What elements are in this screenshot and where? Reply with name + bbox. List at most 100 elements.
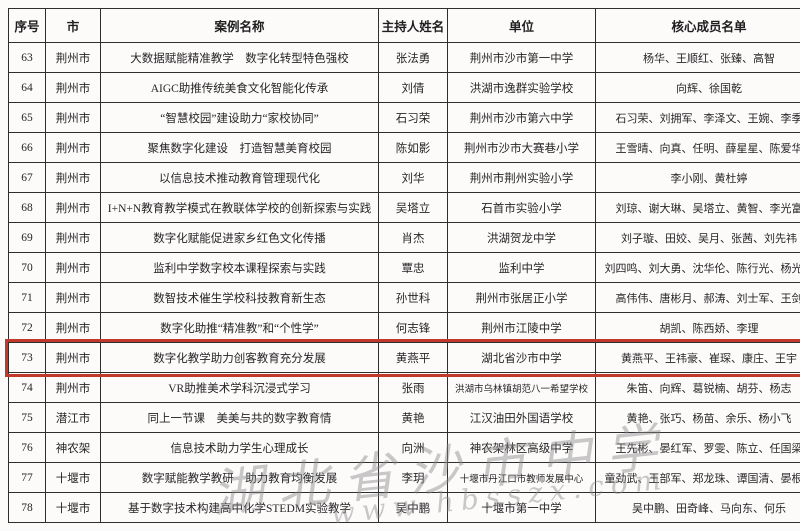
cell-unit: 荆州市张居正小学 (448, 283, 596, 313)
cell-unit: 十堰市第一中学 (448, 493, 596, 523)
cell-city: 荆州市 (46, 223, 101, 253)
cell-unit: 江汉油田外国语学校 (448, 403, 596, 433)
cell-members: 刘琼、谢大琳、吴塔立、黄智、李光富 (596, 193, 800, 223)
cell-serial: 77 (9, 463, 46, 493)
cell-serial: 63 (9, 43, 46, 73)
cell-case_name: “智慧校园”建设助力“家校协同” (101, 103, 379, 133)
cell-unit: 神农架林区高级中学 (448, 433, 596, 463)
cell-host: 黄艳 (379, 403, 448, 433)
cell-host: 吴塔立 (379, 193, 448, 223)
column-header-unit: 单位 (448, 9, 596, 43)
cell-unit: 荆州市沙市第六中学 (448, 103, 596, 133)
cell-serial: 76 (9, 433, 46, 463)
cell-members: 黄燕平、王祎豪、崔琛、康庄、王宇 (596, 343, 800, 373)
cell-members: 刘四鸣、刘大勇、沈华伦、陈行光、杨光辉 (596, 253, 800, 283)
cell-city: 荆州市 (46, 283, 101, 313)
cell-city: 十堰市 (46, 463, 101, 493)
cell-unit: 荆州市荆州实验小学 (448, 163, 596, 193)
cell-host: 黄燕平 (379, 343, 448, 373)
cell-serial: 65 (9, 103, 46, 133)
cell-serial: 74 (9, 373, 46, 403)
cell-host: 肖杰 (379, 223, 448, 253)
cell-host: 刘倩 (379, 73, 448, 103)
column-header-serial: 序号 (9, 9, 46, 43)
cell-serial: 68 (9, 193, 46, 223)
cell-members: 李小刚、黄杜婷 (596, 163, 800, 193)
header-row: 序号市案例名称主持人姓名单位核心成员名单 (9, 9, 800, 43)
column-header-case_name: 案例名称 (101, 9, 379, 43)
column-header-city: 市 (46, 9, 101, 43)
cell-serial: 78 (9, 493, 46, 523)
cell-unit: 荆州市江陵中学 (448, 313, 596, 343)
cell-case_name: 数智技术催生学校科技教育新生态 (101, 283, 379, 313)
cell-host: 吴中鹏 (379, 493, 448, 523)
cell-members: 杨华、王顺红、张臻、高智 (596, 43, 800, 73)
cell-city: 荆州市 (46, 133, 101, 163)
cell-members: 朱笛、向辉、葛锐楠、胡芬、杨志 (596, 373, 800, 403)
cell-case_name: I+N+N教育教学模式在教联体学校的创新探索与实践 (101, 193, 379, 223)
cell-host: 张法勇 (379, 43, 448, 73)
cell-city: 荆州市 (46, 163, 101, 193)
cell-city: 荆州市 (46, 373, 101, 403)
cell-host: 孙世科 (379, 283, 448, 313)
cell-case_name: 以信息技术推动教育管理现代化 (101, 163, 379, 193)
cell-case_name: 数字化赋能促进家乡红色文化传播 (101, 223, 379, 253)
cell-members: 王先彬、晏红军、罗雯、陈立、任国梁 (596, 433, 800, 463)
cell-unit: 洪湖贺龙中学 (448, 223, 596, 253)
cell-unit: 石首市实验小学 (448, 193, 596, 223)
cell-host: 覃忠 (379, 253, 448, 283)
cell-serial: 64 (9, 73, 46, 103)
cell-unit: 洪湖市乌林镇胡范八一希望学校 (448, 373, 596, 403)
cell-members: 石习荣、刘拥军、李泽文、王婉、李季 (596, 103, 800, 133)
cell-case_name: VR助推美术学科沉浸式学习 (101, 373, 379, 403)
cell-city: 荆州市 (46, 193, 101, 223)
cell-city: 荆州市 (46, 73, 101, 103)
cell-unit: 湖北省沙市中学 (448, 343, 596, 373)
cell-members: 王雪晴、向真、任明、薛星星、陈爱华 (596, 133, 800, 163)
cell-city: 荆州市 (46, 313, 101, 343)
cell-case_name: 数字化助推“精准教”和“个性学” (101, 313, 379, 343)
cell-case_name: 基于数字技术构建高中化学STEDM实验教学 (101, 493, 379, 523)
cell-serial: 69 (9, 223, 46, 253)
cell-case_name: AIGC助推传统美食文化智能化传承 (101, 73, 379, 103)
cell-serial: 70 (9, 253, 46, 283)
cell-serial: 73 (9, 343, 46, 373)
cell-members: 高伟伟、唐彬月、郝涛、刘士军、王剑 (596, 283, 800, 313)
cell-unit: 监利中学 (448, 253, 596, 283)
cell-case_name: 数字赋能教学教研 助力教育均衡发展 (101, 463, 379, 493)
cell-case_name: 同上一节课 美美与共的数字教育情 (101, 403, 379, 433)
cell-host: 石习荣 (379, 103, 448, 133)
column-header-host: 主持人姓名 (379, 9, 448, 43)
cell-serial: 71 (9, 283, 46, 313)
cell-host: 张雨 (379, 373, 448, 403)
cell-unit: 荆州市沙市大赛巷小学 (448, 133, 596, 163)
cell-case_name: 监利中学数字校本课程探索与实践 (101, 253, 379, 283)
cell-unit: 十堰市丹江口市教师发展中心 (448, 463, 596, 493)
cell-city: 潜江市 (46, 403, 101, 433)
cell-serial: 72 (9, 313, 46, 343)
cell-city: 荆州市 (46, 43, 101, 73)
cell-members: 向辉、徐国乾 (596, 73, 800, 103)
cell-case_name: 聚焦数字化建设 打造智慧美育校园 (101, 133, 379, 163)
column-header-members: 核心成员名单 (596, 9, 800, 43)
cell-case_name: 信息技术助力学生心理成长 (101, 433, 379, 463)
cell-unit: 荆州市沙市第一中学 (448, 43, 596, 73)
cell-members: 黄艳、张巧、杨苗、余乐、杨小飞 (596, 403, 800, 433)
